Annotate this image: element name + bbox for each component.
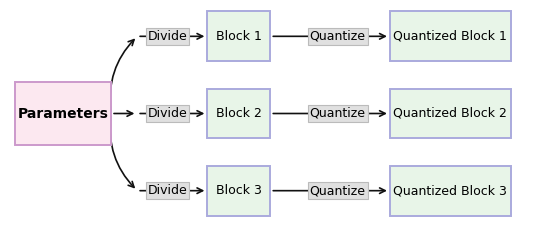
Text: Quantized Block 2: Quantized Block 2 xyxy=(393,107,507,120)
FancyBboxPatch shape xyxy=(208,11,270,61)
Text: Block 2: Block 2 xyxy=(216,107,262,120)
Text: Quantize: Quantize xyxy=(310,107,366,120)
FancyBboxPatch shape xyxy=(390,11,511,61)
FancyBboxPatch shape xyxy=(390,166,511,216)
Text: Parameters: Parameters xyxy=(18,106,109,121)
FancyBboxPatch shape xyxy=(208,89,270,138)
Text: Divide: Divide xyxy=(148,30,187,43)
FancyArrowPatch shape xyxy=(110,40,134,111)
FancyBboxPatch shape xyxy=(390,89,511,138)
FancyBboxPatch shape xyxy=(15,82,111,145)
Text: Quantize: Quantize xyxy=(310,184,366,197)
Text: Quantize: Quantize xyxy=(310,30,366,43)
Text: Quantized Block 1: Quantized Block 1 xyxy=(393,30,507,43)
Text: Block 1: Block 1 xyxy=(216,30,262,43)
Text: Block 3: Block 3 xyxy=(216,184,262,197)
FancyBboxPatch shape xyxy=(208,166,270,216)
Text: Quantized Block 3: Quantized Block 3 xyxy=(393,184,507,197)
FancyArrowPatch shape xyxy=(110,116,134,187)
Text: Divide: Divide xyxy=(148,184,187,197)
Text: Divide: Divide xyxy=(148,107,187,120)
